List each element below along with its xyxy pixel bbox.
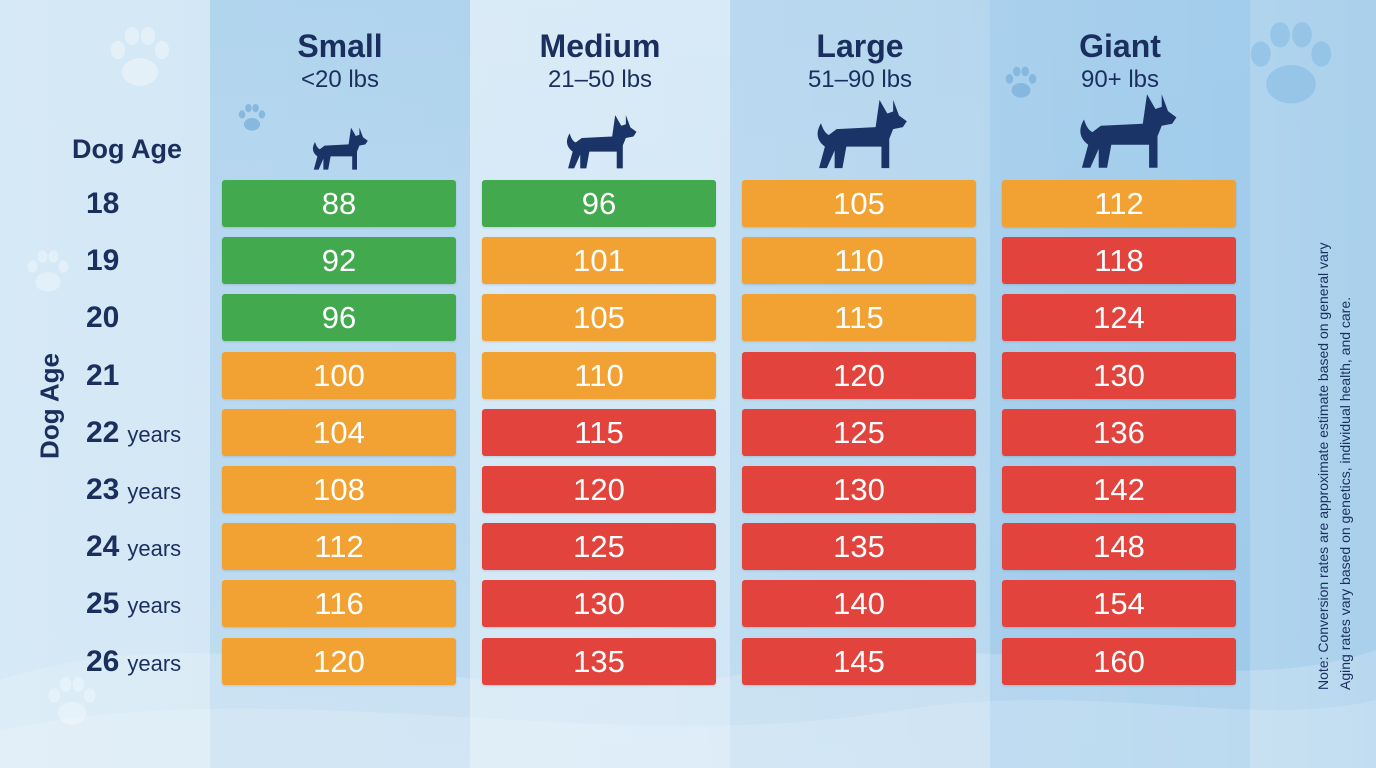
paw-print-icon	[1250, 22, 1332, 104]
table-cell: 108	[222, 466, 456, 513]
y-axis-label: Dog Age	[34, 353, 65, 459]
column-weight-range: 21–50 lbs	[547, 66, 653, 93]
table-cell: 118	[1002, 237, 1236, 284]
table-cell: 125	[482, 523, 716, 570]
table-cell: 142	[1002, 466, 1236, 513]
table-cell: 148	[1002, 523, 1236, 570]
footnote-line: Note: Conversion rates are approximate e…	[1315, 242, 1331, 690]
paw-print-icon	[27, 250, 69, 292]
paw-print-icon	[110, 26, 170, 86]
age-value: 18	[86, 187, 120, 220]
table-cell: 160	[1002, 638, 1236, 685]
table-cell: 130	[742, 466, 976, 513]
table-cell: 115	[742, 294, 976, 341]
table-cell: 112	[1002, 180, 1236, 227]
column-title: Medium	[539, 28, 661, 64]
table-cell: 130	[482, 580, 716, 627]
table-cell: 136	[1002, 409, 1236, 456]
column-weight-range: <20 lbs	[300, 66, 380, 93]
row-label: 20	[86, 294, 119, 341]
column-weight-range: 51–90 lbs	[807, 66, 913, 93]
table-cell: 104	[222, 409, 456, 456]
age-unit: years	[127, 422, 182, 447]
table-cell: 120	[482, 466, 716, 513]
row-header: Dog Age	[72, 134, 182, 164]
age-value: 23	[86, 473, 120, 506]
age-value: 25	[86, 587, 120, 620]
table-cell: 110	[482, 352, 716, 399]
row-label: 19	[86, 237, 119, 284]
age-value: 20	[86, 301, 120, 334]
table-cell: 92	[222, 237, 456, 284]
table-cell: 96	[482, 180, 716, 227]
table-cell: 154	[1002, 580, 1236, 627]
column-title: Giant	[1079, 28, 1161, 64]
table-cell: 116	[222, 580, 456, 627]
table-cell: 145	[742, 638, 976, 685]
age-value: 19	[86, 244, 120, 277]
table-cell: 125	[742, 409, 976, 456]
table-cell: 124	[1002, 294, 1236, 341]
footnote-line: Aging rates vary based on genetics, indi…	[1337, 296, 1353, 690]
row-label: 26 years	[86, 638, 181, 685]
row-label: 18	[86, 180, 119, 227]
row-label: 25 years	[86, 580, 181, 627]
table-cell: 96	[222, 294, 456, 341]
column-weight-range: 90+ lbs	[1080, 66, 1160, 93]
medium-dog-silhouette-icon	[566, 115, 637, 169]
age-unit: years	[127, 536, 182, 561]
table-cell: 88	[222, 180, 456, 227]
paw-print-icon	[1005, 66, 1037, 98]
age-value: 24	[86, 530, 120, 563]
small-dog-silhouette-icon	[312, 127, 368, 170]
table-cell: 101	[482, 237, 716, 284]
age-unit: years	[127, 479, 182, 504]
table-cell: 115	[482, 409, 716, 456]
table-cell: 135	[742, 523, 976, 570]
row-label: 23 years	[86, 466, 181, 513]
row-label: 24 years	[86, 523, 181, 570]
table-cell: 130	[1002, 352, 1236, 399]
age-value: 26	[86, 645, 120, 678]
table-cell: 135	[482, 638, 716, 685]
paw-print-icon	[48, 677, 96, 725]
row-label: 22 years	[86, 409, 181, 456]
age-unit: years	[127, 651, 182, 676]
table-cell: 100	[222, 352, 456, 399]
table-cell: 105	[742, 180, 976, 227]
table-cell: 120	[222, 638, 456, 685]
large-dog-silhouette-icon	[817, 99, 907, 169]
table-cell: 105	[482, 294, 716, 341]
age-value: 22	[86, 416, 120, 449]
age-value: 21	[86, 359, 120, 392]
giant-dog-silhouette-icon	[1080, 94, 1177, 168]
column-title: Small	[297, 28, 383, 64]
paw-print-icon	[238, 103, 266, 131]
column-title: Large	[816, 28, 904, 64]
table-cell: 120	[742, 352, 976, 399]
table-cell: 112	[222, 523, 456, 570]
table-cell: 140	[742, 580, 976, 627]
row-label: 21	[86, 352, 119, 399]
footnote: Note: Conversion rates are approximate e…	[1312, 170, 1356, 690]
table-cell: 110	[742, 237, 976, 284]
age-unit: years	[127, 593, 182, 618]
